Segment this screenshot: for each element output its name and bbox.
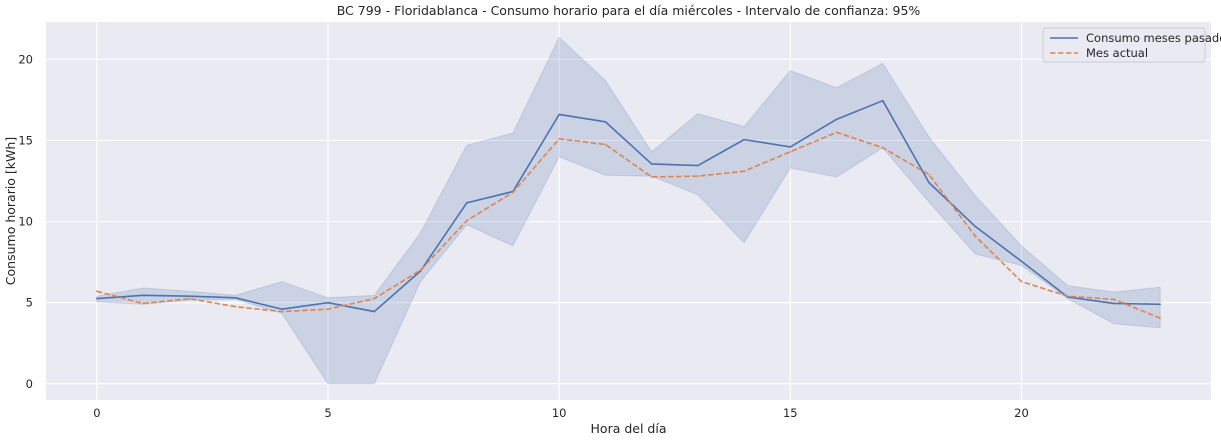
data-point-consumo-meses-pasados — [327, 301, 329, 304]
data-point-consumo-meses-pasados — [881, 99, 884, 102]
data-point-mes-actual — [373, 297, 376, 300]
data-point-consumo-meses-pasados — [373, 310, 376, 313]
data-point-mes-actual — [1020, 280, 1023, 283]
data-point-consumo-meses-pasados — [743, 138, 745, 141]
data-point-mes-actual — [789, 150, 792, 153]
data-point-mes-actual — [234, 305, 237, 308]
legend-label-mes-actual: Mes actual — [1086, 46, 1148, 60]
data-point-mes-actual — [881, 146, 884, 149]
series-line-consumo-meses-pasados — [96, 99, 1161, 313]
series-line-mes-actual — [96, 131, 1161, 319]
x-axis-label: Hora del día — [591, 421, 667, 436]
data-point-mes-actual — [142, 302, 144, 305]
data-point-consumo-meses-pasados — [1113, 302, 1115, 305]
x-tick-label: 0 — [93, 406, 100, 420]
data-point-mes-actual — [558, 138, 560, 140]
data-point-mes-actual — [928, 173, 930, 176]
y-tick-label: 5 — [26, 296, 33, 310]
data-point-consumo-meses-pasados — [188, 295, 191, 297]
data-point-mes-actual — [419, 269, 422, 272]
chart-title: BC 799 - Floridablanca - Consumo horario… — [337, 3, 921, 18]
tick-label-layer: 0 5 10 15 20 0 5 10 15 20 — [18, 52, 1028, 420]
plot-background — [46, 22, 1211, 400]
data-point-mes-actual — [650, 176, 653, 178]
data-point-consumo-meses-pasados — [928, 181, 930, 184]
data-point-mes-actual — [188, 297, 191, 300]
data-point-consumo-meses-pasados — [558, 113, 560, 116]
data-point-consumo-meses-pasados — [697, 164, 699, 167]
y-tick-label: 10 — [18, 215, 33, 229]
x-tick-label: 15 — [783, 406, 798, 420]
data-point-mes-actual — [327, 308, 329, 310]
data-point-mes-actual — [835, 131, 838, 134]
x-tick-label: 20 — [1014, 406, 1029, 420]
data-point-consumo-meses-pasados — [280, 308, 283, 310]
data-point-consumo-meses-pasados — [1020, 260, 1023, 263]
data-point-mes-actual — [96, 290, 98, 293]
data-point-consumo-meses-pasados — [1159, 303, 1161, 306]
data-point-mes-actual — [512, 191, 514, 194]
y-tick-label: 15 — [18, 133, 33, 147]
data-point-consumo-meses-pasados — [835, 118, 838, 121]
data-point-mes-actual — [280, 310, 283, 313]
data-point-consumo-meses-pasados — [650, 163, 653, 165]
data-point-mes-actual — [1113, 298, 1115, 301]
data-point-consumo-meses-pasados — [465, 202, 468, 204]
confidence-band — [96, 36, 1161, 385]
data-point-mes-actual — [974, 235, 977, 237]
data-point-consumo-meses-pasados — [96, 297, 98, 300]
legend: Consumo meses pasados Mes actual — [1042, 27, 1221, 63]
data-point-consumo-meses-pasados — [604, 120, 607, 123]
data-point-mes-actual — [604, 143, 607, 146]
data-point-mes-actual — [1159, 317, 1161, 319]
data-point-consumo-meses-pasados — [974, 225, 977, 228]
x-tick-label: 10 — [552, 406, 567, 420]
data-point-consumo-meses-pasados — [234, 296, 237, 299]
legend-box — [1042, 27, 1206, 63]
legend-label-consumo-meses-pasados: Consumo meses pasados — [1086, 31, 1221, 45]
data-point-consumo-meses-pasados — [142, 294, 144, 297]
series-layer — [96, 99, 1161, 319]
grid-layer — [46, 22, 1211, 400]
x-tick-label: 5 — [324, 406, 331, 420]
y-tick-label: 20 — [18, 52, 33, 66]
data-point-consumo-meses-pasados — [789, 146, 792, 148]
data-point-mes-actual — [743, 170, 745, 173]
y-tick-label: 0 — [26, 377, 33, 391]
data-point-mes-actual — [465, 219, 468, 222]
confidence-band-layer — [96, 36, 1161, 385]
data-point-mes-actual — [697, 175, 699, 177]
data-point-mes-actual — [1066, 295, 1069, 297]
y-axis-label: Consumo horario [kWh] — [3, 137, 18, 285]
